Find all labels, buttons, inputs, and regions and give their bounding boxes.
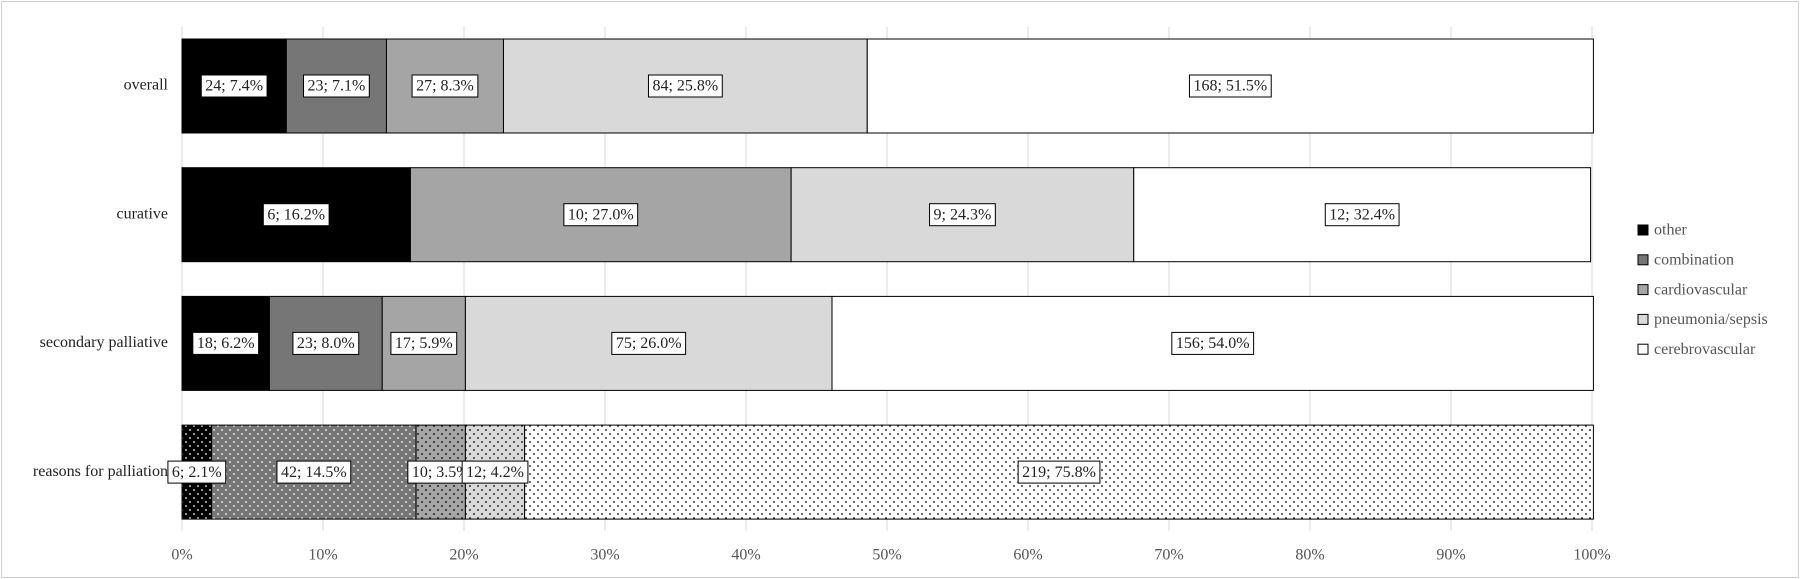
legend-swatch xyxy=(1637,313,1649,325)
data-label: 42; 14.5% xyxy=(281,464,347,481)
data-label-box xyxy=(1171,331,1255,355)
y-tick-label: overall xyxy=(124,77,169,94)
legend-label: pneumonia/sepsis xyxy=(1654,311,1768,328)
data-label-box xyxy=(1188,74,1272,98)
data-label-box xyxy=(461,460,529,484)
x-tick-label: 10% xyxy=(308,547,337,564)
legend-label: combination xyxy=(1654,251,1734,268)
data-label: 156; 54.0% xyxy=(1176,335,1250,352)
x-tick-label: 80% xyxy=(1295,547,1324,564)
data-label-box xyxy=(1324,203,1400,227)
legend-label: other xyxy=(1654,222,1688,239)
x-tick-label: 60% xyxy=(1013,547,1042,564)
data-label-box xyxy=(192,331,260,355)
data-label: 23; 8.0% xyxy=(297,335,355,352)
data-label-box xyxy=(411,74,479,98)
y-tick-label: secondary palliative xyxy=(40,334,168,351)
data-label: 12; 4.2% xyxy=(466,464,524,481)
legend-label: cardiovascular xyxy=(1654,281,1748,298)
x-tick-label: 40% xyxy=(731,547,760,564)
legend-swatch xyxy=(1637,224,1649,236)
x-tick-label: 70% xyxy=(1154,547,1183,564)
data-label: 17; 5.9% xyxy=(395,335,453,352)
data-label: 6; 2.1% xyxy=(172,464,222,481)
data-label-box xyxy=(262,203,330,227)
data-label: 18; 6.2% xyxy=(197,335,255,352)
y-tick-label: curative xyxy=(116,205,168,222)
data-label-box xyxy=(563,203,639,227)
data-label-box xyxy=(929,203,996,227)
data-label-box xyxy=(647,74,723,98)
data-label: 12; 32.4% xyxy=(1329,206,1395,223)
x-tick-label: 0% xyxy=(171,547,192,564)
data-label: 24; 7.4% xyxy=(205,78,263,95)
data-label: 84; 25.8% xyxy=(652,78,718,95)
data-label: 168; 51.5% xyxy=(1193,78,1267,95)
x-tick-label: 30% xyxy=(590,547,619,564)
data-label-box xyxy=(292,331,360,355)
x-tick-label: 90% xyxy=(1436,547,1465,564)
data-label-box xyxy=(611,331,687,355)
data-label-box xyxy=(303,74,370,98)
x-tick-label: 100% xyxy=(1573,547,1610,564)
data-label: 10; 3.5% xyxy=(412,464,470,481)
legend-swatch xyxy=(1637,284,1649,296)
data-label-box xyxy=(167,460,227,484)
y-tick-label: reasons for palliation xyxy=(33,463,168,480)
data-label: 23; 7.1% xyxy=(308,78,366,95)
x-tick-label: 20% xyxy=(449,547,478,564)
legend-label: cerebrovascular xyxy=(1654,341,1756,358)
legend-swatch xyxy=(1637,343,1649,355)
data-label: 9; 24.3% xyxy=(934,206,992,223)
data-label-box xyxy=(1017,460,1101,484)
data-label: 10; 27.0% xyxy=(568,206,634,223)
x-tick-label: 50% xyxy=(872,547,901,564)
legend-swatch xyxy=(1637,254,1649,266)
data-label-box xyxy=(276,460,352,484)
data-label: 27; 8.3% xyxy=(416,78,474,95)
data-label: 75; 26.0% xyxy=(616,335,682,352)
data-label: 6; 16.2% xyxy=(267,206,325,223)
data-label-box xyxy=(200,74,268,98)
data-label-box xyxy=(390,331,458,355)
data-label: 219; 75.8% xyxy=(1022,464,1096,481)
